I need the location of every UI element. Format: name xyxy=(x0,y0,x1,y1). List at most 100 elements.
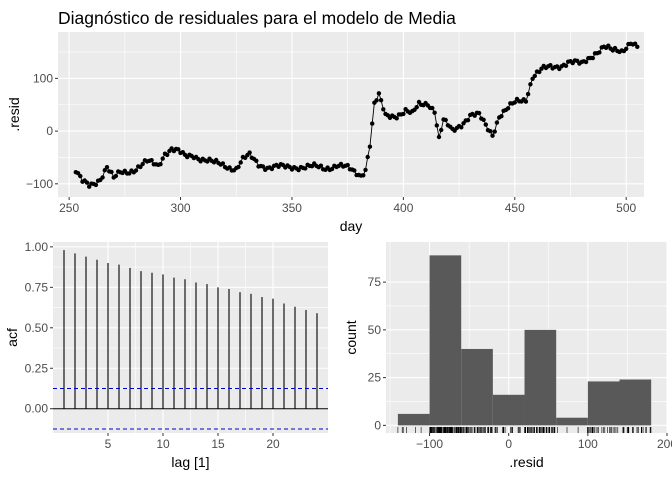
y-axis-title: .resid xyxy=(6,97,22,131)
x-axis-title: lag [1] xyxy=(171,454,209,470)
residual-point xyxy=(394,116,399,121)
residual-point xyxy=(492,129,497,134)
residual-point xyxy=(528,82,533,87)
residual-point xyxy=(488,129,493,134)
residual-point xyxy=(109,169,114,175)
x-axis-title: .resid xyxy=(509,454,543,470)
residual-point xyxy=(296,167,301,173)
x-tick-label: 500 xyxy=(616,201,636,215)
residual-point xyxy=(303,166,308,171)
residual-point xyxy=(176,147,181,152)
y-tick-label: 0.00 xyxy=(25,402,49,416)
y-tick-label: 50 xyxy=(368,323,382,337)
residual-point xyxy=(381,107,386,112)
x-tick-label: 10 xyxy=(156,437,170,451)
histogram-bar-5 xyxy=(524,329,557,426)
residual-point xyxy=(104,165,110,170)
residual-point xyxy=(100,175,105,180)
residuals-time-series-panel: 250 300 350 400 450 500 −100 0 100 day .resid xyxy=(6,32,644,234)
histogram-bar-2 xyxy=(429,255,462,426)
y-tick-label: −100 xyxy=(26,177,53,191)
residual-point xyxy=(490,133,495,138)
residual-point xyxy=(227,165,232,170)
residual-point xyxy=(138,164,143,170)
panel-background xyxy=(58,32,644,197)
x-axis-title: day xyxy=(340,218,363,234)
residual-point xyxy=(158,162,163,167)
histogram-bar-7 xyxy=(587,381,620,426)
residual-point xyxy=(376,91,382,96)
residual-point xyxy=(236,164,241,170)
residual-point xyxy=(430,105,435,111)
residual-histogram-panel: −100 0 100 200 0 25 50 75 .resid count xyxy=(343,242,672,470)
histogram-bar-3 xyxy=(461,348,493,426)
x-tick-label: 400 xyxy=(393,201,413,215)
residual-point xyxy=(84,180,90,185)
residual-point xyxy=(352,168,357,173)
residual-point xyxy=(378,98,384,103)
residual-point xyxy=(269,166,275,172)
residual-point xyxy=(414,105,419,110)
y-tick-label: 1.00 xyxy=(25,240,49,254)
residual-point xyxy=(483,122,488,127)
residual-point xyxy=(160,156,165,161)
residual-point xyxy=(370,121,375,126)
residual-point xyxy=(499,114,504,119)
residual-point xyxy=(363,167,368,173)
x-tick-label: 250 xyxy=(59,201,79,215)
x-tick-label: −100 xyxy=(416,437,443,451)
residual-point xyxy=(476,110,482,116)
y-tick-label: 0 xyxy=(374,418,381,432)
residual-point xyxy=(329,166,335,172)
residual-point xyxy=(532,73,537,79)
residual-point xyxy=(345,162,350,168)
x-tick-label: 5 xyxy=(105,437,112,451)
residual-point xyxy=(361,173,366,178)
x-tick-label: 200 xyxy=(657,437,672,451)
y-tick-label: 0.75 xyxy=(25,280,49,294)
residual-point xyxy=(365,154,370,160)
residual-point xyxy=(494,120,500,125)
residual-point xyxy=(238,160,243,165)
residual-point xyxy=(93,182,99,188)
y-tick-label: 75 xyxy=(368,275,382,289)
residual-point xyxy=(401,111,406,117)
residual-point xyxy=(432,110,437,115)
residual-point xyxy=(87,184,92,189)
y-tick-label: 0 xyxy=(46,124,53,138)
residual-point xyxy=(525,91,531,97)
y-tick-label: 100 xyxy=(33,71,53,85)
y-tick-label: 0.50 xyxy=(25,321,49,335)
residual-point xyxy=(439,127,444,133)
residual-point xyxy=(548,62,553,68)
residual-point xyxy=(133,168,139,173)
residual-point xyxy=(436,134,442,140)
residual-point xyxy=(523,99,529,104)
histogram-bar-1 xyxy=(397,413,430,426)
residual-point xyxy=(635,44,640,49)
residual-point xyxy=(374,98,379,103)
residual-point xyxy=(260,164,266,169)
x-tick-label: 450 xyxy=(505,201,525,215)
y-axis-title: acf xyxy=(4,328,20,347)
residual-point xyxy=(537,69,542,75)
residual-point xyxy=(113,173,119,179)
residual-point xyxy=(624,46,629,51)
residual-point xyxy=(563,63,569,68)
residual-point xyxy=(505,106,511,111)
residual-point xyxy=(443,117,448,123)
residual-point xyxy=(247,150,252,155)
x-tick-label: 0 xyxy=(505,437,512,451)
residual-point xyxy=(459,125,464,130)
x-tick-label: 15 xyxy=(211,437,225,451)
x-tick-label: 350 xyxy=(282,201,302,215)
residual-point xyxy=(465,118,471,123)
acf-panel: 5 10 15 20 0.00 0.25 0.50 0.75 1.00 lag [1] acf xyxy=(4,240,328,470)
residual-point xyxy=(597,50,602,55)
histogram-bar-8 xyxy=(619,379,652,426)
residual-point xyxy=(434,123,439,128)
residual-point xyxy=(254,158,259,163)
residual-point xyxy=(149,158,154,163)
residual-point xyxy=(78,173,83,179)
